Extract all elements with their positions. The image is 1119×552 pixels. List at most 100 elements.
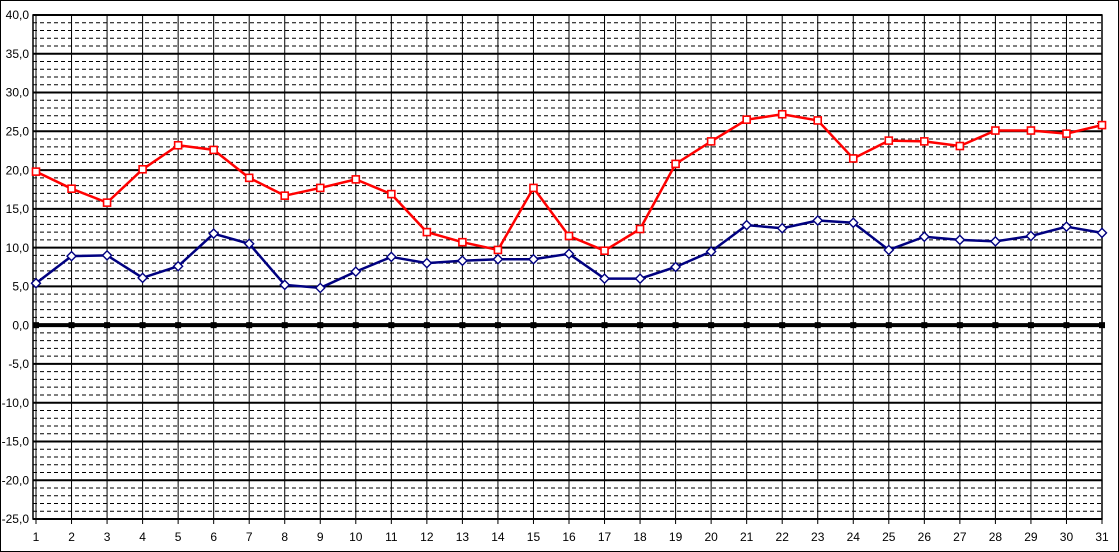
zero-baseline-marker bbox=[104, 322, 111, 329]
zero-baseline-marker bbox=[814, 322, 821, 329]
max-temperature-marker bbox=[777, 109, 787, 119]
x-tick-label: 15 bbox=[527, 530, 541, 544]
zero-baseline-marker bbox=[850, 322, 857, 329]
zero-baseline-marker bbox=[352, 322, 359, 329]
max-temperature-marker bbox=[529, 183, 538, 193]
max-temperature-marker bbox=[67, 184, 76, 193]
x-tick-label: 8 bbox=[281, 530, 288, 544]
zero-baseline-marker bbox=[139, 322, 146, 329]
max-temperature-marker bbox=[493, 245, 503, 255]
y-tick-label: 40,0 bbox=[6, 8, 30, 22]
max-temperature-marker bbox=[280, 191, 290, 200]
y-tick-label: 5,0 bbox=[12, 280, 29, 294]
min-temperature-marker bbox=[1060, 221, 1072, 233]
x-tick-label: 10 bbox=[349, 530, 363, 544]
zero-baseline-marker bbox=[33, 322, 39, 329]
x-tick-label: 24 bbox=[847, 530, 861, 544]
min-temperature-marker bbox=[421, 257, 433, 269]
vertical-gridlines bbox=[35, 15, 1103, 519]
x-tick-label: 3 bbox=[104, 530, 111, 544]
zero-baseline-marker bbox=[317, 322, 324, 329]
x-tick-label: 17 bbox=[598, 530, 612, 544]
zero-baseline-marker bbox=[388, 322, 395, 329]
x-tick-label: 23 bbox=[811, 530, 825, 544]
x-tick-label: 6 bbox=[210, 530, 217, 544]
zero-baseline-marker bbox=[1063, 322, 1070, 329]
x-tick-label: 2 bbox=[68, 530, 75, 544]
zero-baseline-marker bbox=[246, 322, 253, 329]
max-temperature-marker bbox=[635, 224, 645, 234]
x-tick-label: 26 bbox=[918, 530, 932, 544]
zero-baseline-marker bbox=[992, 322, 999, 329]
y-tick-label: -20,0 bbox=[2, 473, 30, 487]
x-tick-label: 18 bbox=[633, 530, 647, 544]
zero-baseline-marker bbox=[210, 322, 217, 329]
min-temperature-marker bbox=[634, 273, 646, 285]
min-temperature-marker bbox=[172, 260, 184, 272]
max-temperature-marker bbox=[209, 145, 218, 155]
x-tick-label: 31 bbox=[1095, 530, 1109, 544]
zero-baseline-marker bbox=[708, 322, 715, 329]
x-axis-ticks bbox=[35, 519, 1103, 524]
x-tick-label: 9 bbox=[317, 530, 324, 544]
x-axis-labels: 1 2 3 4 5 6 7 8 9 10 11 12 13 14 15 16 17 18 19 20 21 22 23 24 2… bbox=[33, 530, 1109, 544]
min-temperature-series bbox=[30, 214, 1108, 294]
x-tick-label: 14 bbox=[491, 530, 505, 544]
x-tick-label: 1 bbox=[33, 530, 40, 544]
zero-baseline-marker bbox=[68, 322, 75, 329]
x-tick-label: 28 bbox=[989, 530, 1003, 544]
max-temperature-marker bbox=[173, 140, 183, 150]
min-temperature-marker bbox=[30, 277, 42, 289]
zero-baseline-marker bbox=[423, 322, 430, 329]
max-temperature-marker bbox=[742, 115, 751, 124]
y-tick-label: -5,0 bbox=[8, 357, 29, 371]
max-temperature-marker bbox=[422, 227, 432, 237]
x-tick-label: 4 bbox=[139, 530, 146, 544]
max-temperature-marker bbox=[1026, 126, 1036, 135]
max-temperature-marker bbox=[991, 126, 1000, 135]
x-tick-label: 22 bbox=[776, 530, 790, 544]
zero-baseline-marker bbox=[566, 322, 572, 329]
y-tick-label: -10,0 bbox=[2, 396, 30, 410]
x-tick-label: 12 bbox=[420, 530, 434, 544]
zero-baseline-marker bbox=[743, 322, 750, 329]
x-tick-label: 21 bbox=[740, 530, 754, 544]
y-tick-label: 0,0 bbox=[12, 318, 29, 332]
max-temperature-marker bbox=[1097, 120, 1107, 130]
max-temperature-marker bbox=[564, 231, 574, 241]
max-temperature-marker bbox=[955, 141, 965, 151]
min-temperature-marker bbox=[385, 251, 397, 263]
max-temperature-marker bbox=[315, 183, 325, 193]
zero-baseline-marker bbox=[494, 322, 501, 329]
x-tick-label: 11 bbox=[385, 530, 398, 544]
min-temperature-marker bbox=[456, 255, 468, 267]
min-temperature-marker bbox=[918, 231, 930, 243]
min-temperature-marker bbox=[1096, 227, 1108, 239]
x-tick-label: 30 bbox=[1060, 530, 1074, 544]
max-temperature-marker bbox=[244, 173, 254, 183]
y-tick-label: 30,0 bbox=[6, 86, 30, 100]
min-temperature-marker bbox=[279, 279, 291, 291]
zero-baseline-marker bbox=[672, 322, 679, 329]
max-temperature-marker bbox=[848, 154, 858, 163]
min-temperature-marker bbox=[705, 246, 717, 257]
min-temperature-marker bbox=[883, 244, 895, 256]
zero-baseline-marker bbox=[885, 322, 892, 329]
min-temperature-marker bbox=[314, 282, 326, 294]
max-temperature-marker bbox=[351, 175, 361, 184]
minor-gridlines bbox=[33, 22, 1102, 512]
x-tick-label: 5 bbox=[175, 530, 182, 544]
min-temperature-marker bbox=[1025, 230, 1037, 242]
max-temperature-marker bbox=[706, 137, 716, 146]
max-temperature-marker bbox=[102, 198, 112, 207]
max-temperature-marker bbox=[1062, 129, 1071, 138]
zero-baseline-marker bbox=[530, 322, 537, 329]
y-tick-label: 15,0 bbox=[6, 202, 30, 216]
max-temperature-series bbox=[31, 109, 1107, 256]
max-temperature-marker bbox=[920, 137, 929, 146]
zero-baseline-marker bbox=[921, 322, 928, 329]
min-temperature-marker bbox=[137, 272, 149, 284]
min-temperature-marker bbox=[670, 261, 682, 273]
